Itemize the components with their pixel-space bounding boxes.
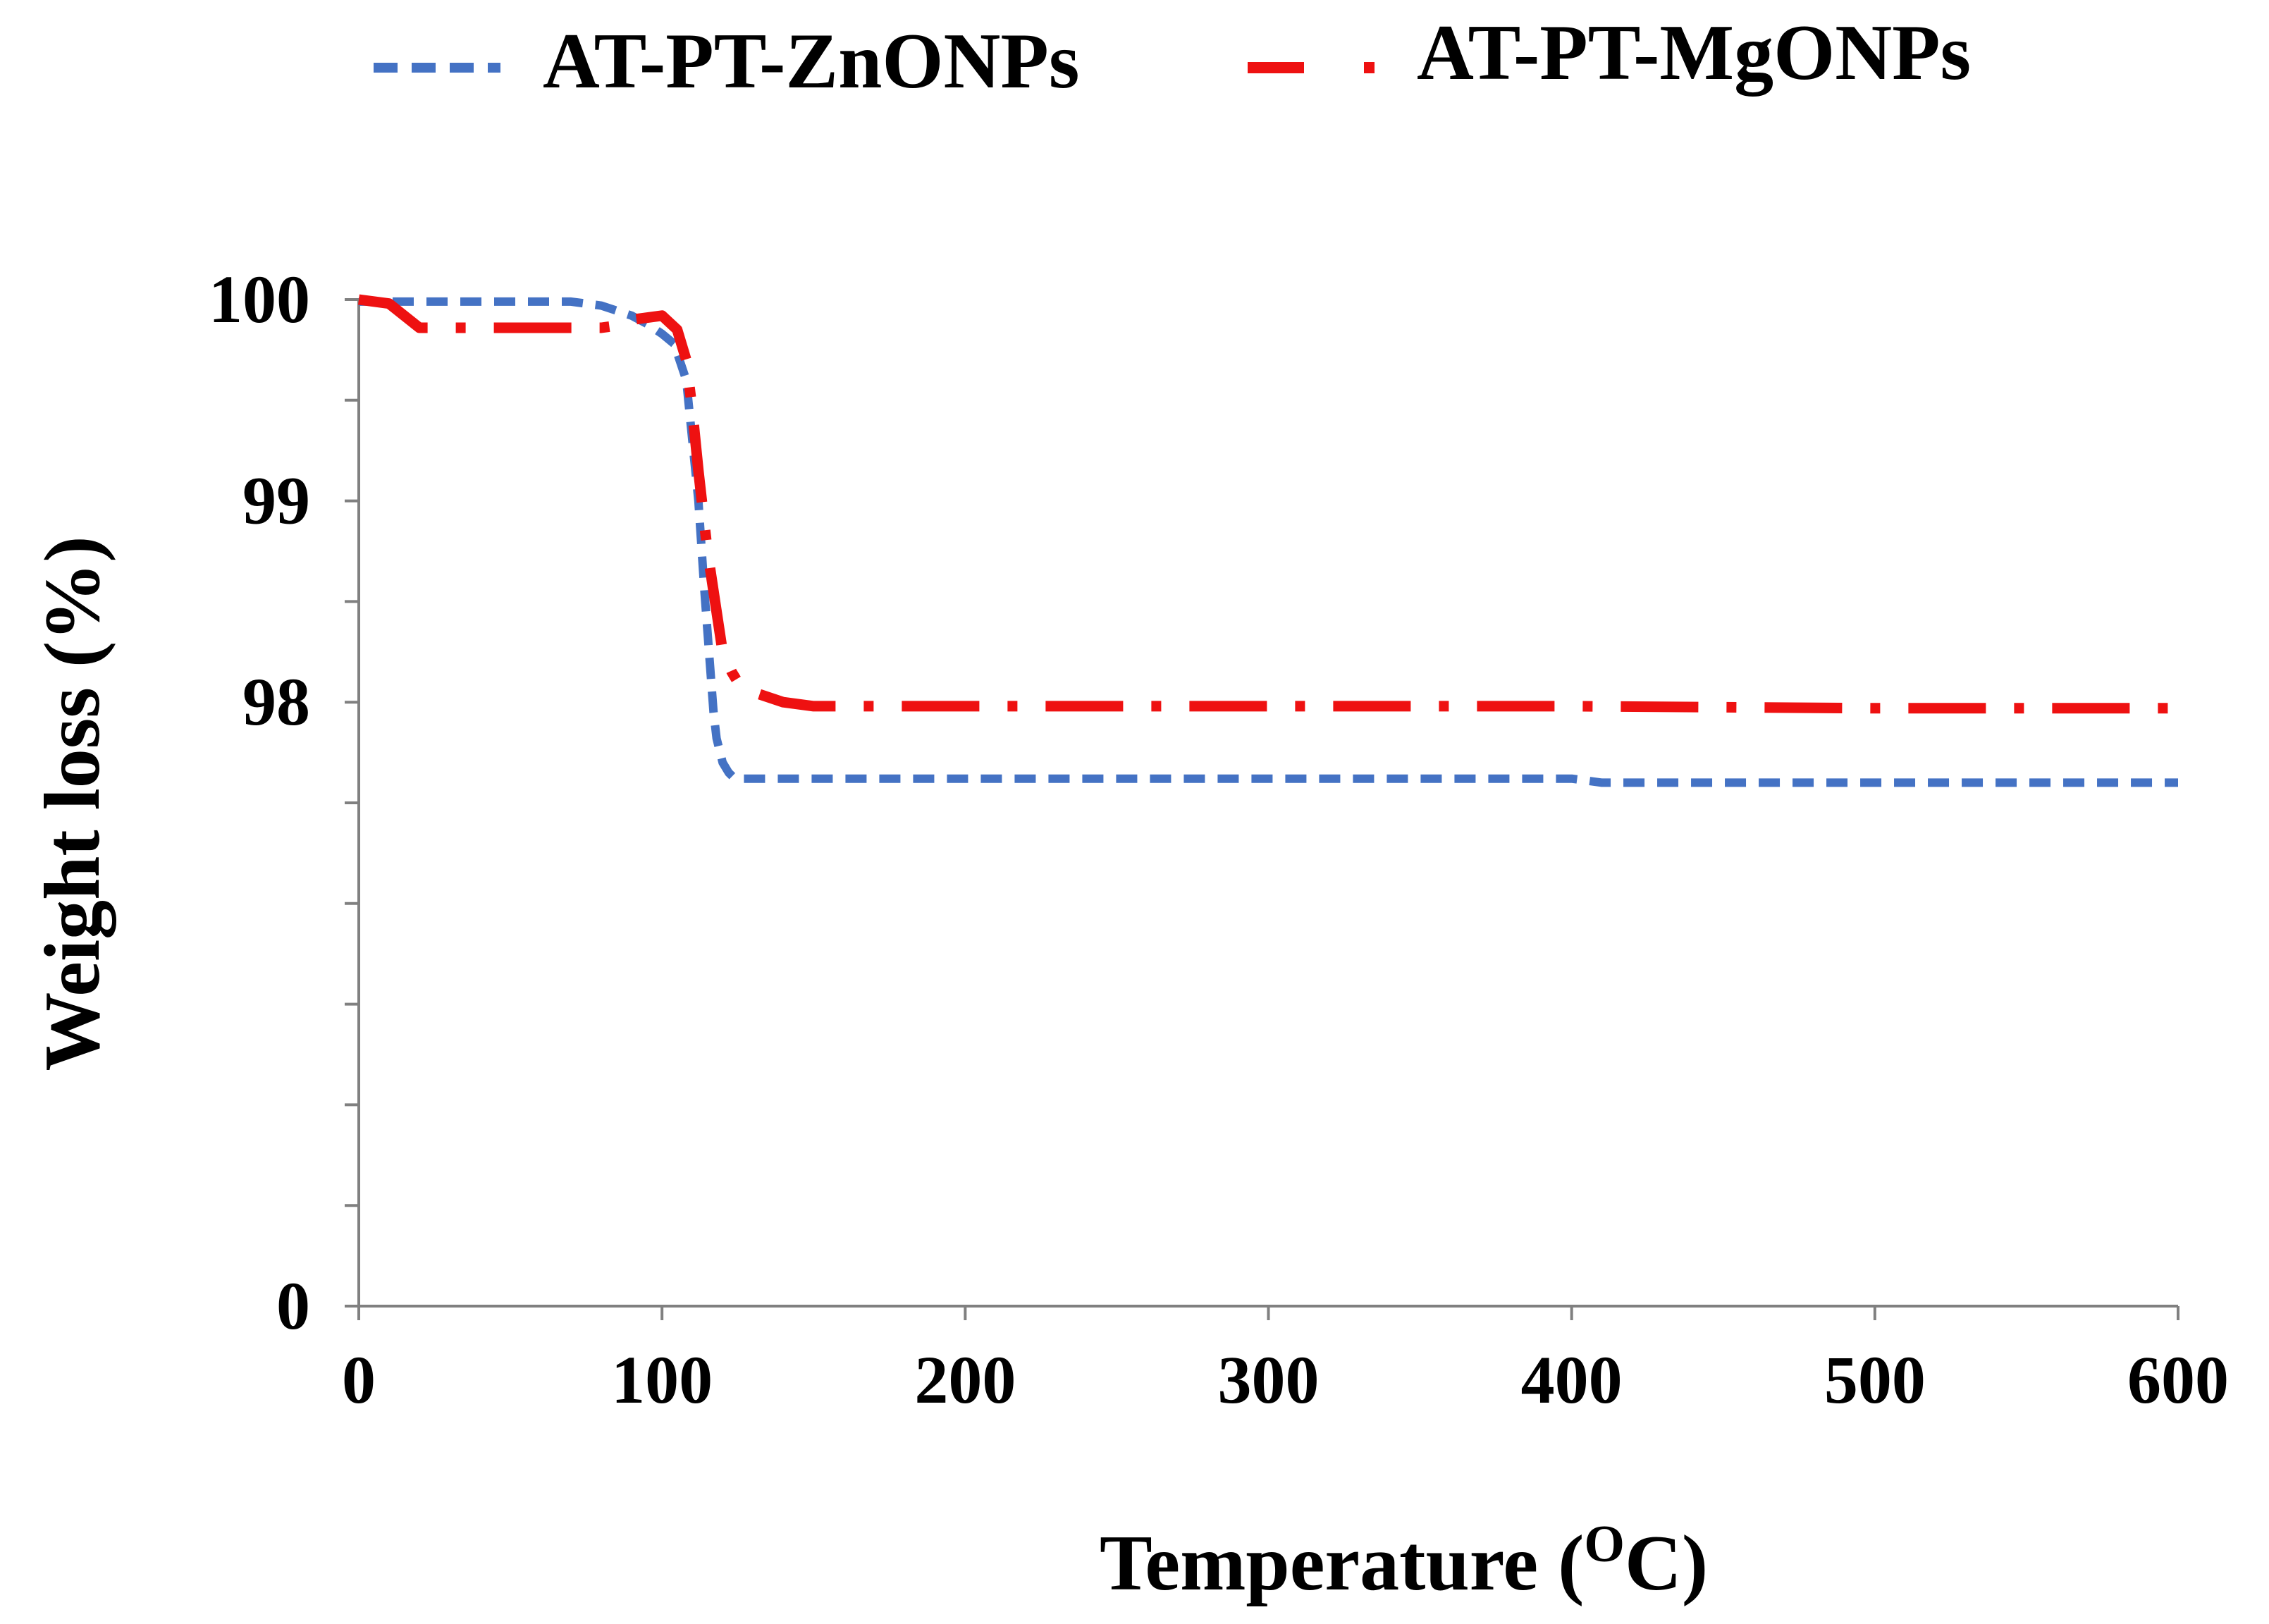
- x-axis-title-main: Temperature (: [1100, 1520, 1584, 1607]
- x-tick-label-200: 200: [914, 1342, 1016, 1417]
- x-axis-title-superscript: O: [1584, 1515, 1625, 1573]
- x-tick-label-400: 400: [1521, 1342, 1623, 1417]
- y-axis-title: Weight loss (%): [29, 536, 116, 1071]
- legend-label-zno: AT-PT-ZnONPs: [543, 18, 1079, 105]
- series-line-mgo: [358, 294, 2178, 714]
- y-ticks: [345, 298, 359, 1308]
- x-tick-label-100: 100: [611, 1342, 713, 1417]
- series-layer: [358, 294, 2178, 787]
- x-ticks: [357, 1306, 2179, 1320]
- series-line-zno: [359, 297, 2178, 787]
- x-axis-title-suffix: C): [1625, 1520, 1708, 1607]
- y-tick-labels: 100 99 98 0: [209, 262, 310, 1343]
- legend-label-mgo: AT-PT-MgONPs: [1417, 9, 1971, 97]
- x-tick-label-300: 300: [1218, 1342, 1320, 1417]
- x-tick-label-0: 0: [342, 1342, 376, 1417]
- axes: [345, 298, 2179, 1320]
- y-tick-label-98: 98: [242, 664, 310, 739]
- x-tick-label-600: 600: [2127, 1342, 2229, 1417]
- x-axis-title: Temperature (OC): [1100, 1515, 1708, 1607]
- x-tick-labels: 0 100 200 300 400 500 600: [342, 1342, 2229, 1417]
- y-tick-label-100: 100: [209, 262, 310, 337]
- y-tick-label-99: 99: [242, 463, 310, 539]
- x-tick-label-500: 500: [1824, 1342, 1926, 1417]
- legend: AT-PT-ZnONPs AT-PT-MgONPs: [374, 9, 1971, 105]
- y-tick-label-0: 0: [276, 1268, 310, 1343]
